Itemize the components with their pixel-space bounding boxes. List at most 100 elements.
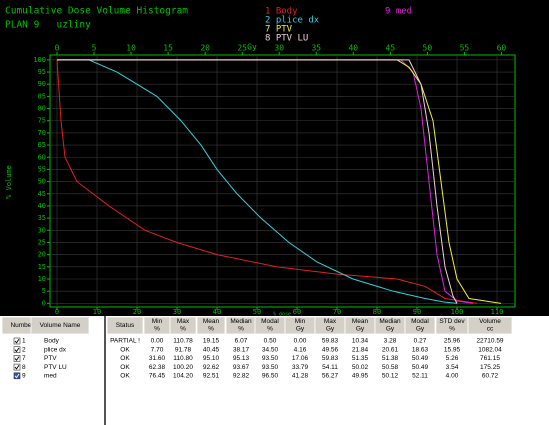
table-cell: 0.00: [151, 338, 164, 345]
checkmark: [14, 373, 20, 379]
x-axis-label: % dose: [273, 312, 291, 318]
table-cell: 110.80: [173, 355, 193, 362]
table-cell: 3.54: [446, 364, 459, 371]
table-cell: 104.20: [173, 373, 193, 380]
column-header: Gy: [386, 326, 395, 333]
column-header: Modal: [411, 318, 429, 325]
y-tick-label: 0: [42, 299, 46, 307]
header-cell: [169, 316, 197, 335]
x-tick-label: 80: [373, 308, 381, 316]
x2-tick-label: 60: [497, 44, 507, 53]
table-cell: 100.20: [173, 364, 193, 371]
y-tick-label: 75: [38, 117, 46, 125]
header-cell: [106, 316, 144, 335]
table-cell: 54.11: [322, 364, 338, 371]
y-tick-label: 80: [38, 105, 46, 113]
y-tick-label: 50: [38, 178, 46, 186]
table-cell: 1082.04: [478, 346, 502, 353]
table-cell: 95.13: [233, 355, 250, 362]
table-cell: 110.78: [173, 338, 193, 345]
table-cell: 15.95: [444, 346, 461, 353]
table-cell: 51.35: [352, 355, 369, 362]
plot-background: [0, 0, 549, 316]
x-tick-label: 20: [133, 308, 141, 316]
table-cell: 93.50: [262, 364, 279, 371]
table-cell: OK: [120, 373, 130, 380]
x2-tick-label: 20: [200, 44, 210, 53]
x2-tick-label: 45: [386, 44, 396, 53]
table-cell: 59.83: [322, 355, 339, 362]
column-header: Mean: [352, 318, 369, 325]
x2-tick-label: 10: [126, 44, 136, 53]
table-cell: 52.11: [412, 373, 428, 380]
checkmark: [14, 338, 20, 344]
y-tick-label: 95: [38, 68, 46, 76]
column-header: Min: [152, 318, 163, 325]
row-label: 8: [22, 364, 26, 371]
dvh-curve: [57, 59, 458, 304]
table-cell: 34.50: [262, 346, 279, 353]
x2-tick-label: 5: [92, 44, 97, 53]
y-tick-label: 25: [38, 238, 46, 246]
y-tick-label: 10: [38, 275, 46, 283]
row-label: 2: [22, 346, 26, 353]
table-cell: 0.50: [264, 338, 277, 345]
dvh-curve: [57, 59, 458, 304]
legend-entry: 2 plice dx: [265, 16, 320, 26]
column-header: %: [267, 326, 273, 333]
row-label: med: [44, 373, 57, 380]
table-cell: 175.25: [480, 364, 500, 371]
gy-axis-label: Gy: [247, 43, 257, 52]
row-label: plice dx: [44, 346, 67, 353]
x-tick-label: 110: [491, 308, 504, 316]
x-tick-label: 70: [333, 308, 341, 316]
checkbox: [13, 363, 21, 371]
table-cell: 50.49: [412, 364, 429, 371]
table-cell: 19.15: [203, 338, 220, 345]
header-cell: [467, 316, 513, 335]
row-label: PTV LU: [44, 364, 67, 371]
column-header: Median: [230, 318, 252, 325]
table-cell: 76.45: [149, 373, 166, 380]
x2-tick-label: 35: [311, 44, 321, 53]
row-label: 9: [22, 373, 26, 380]
table-cell: 49.56: [322, 346, 339, 353]
table-cell: 51.38: [382, 355, 399, 362]
plan-label: PLAN 9 uzliny: [5, 20, 91, 31]
column-header: Max: [324, 318, 337, 325]
checkbox: [13, 355, 21, 362]
table-cell: 95.10: [203, 355, 220, 362]
table-cell: 761.15: [480, 355, 500, 362]
column-header: Median: [379, 318, 401, 325]
column-header: Volume: [479, 318, 501, 325]
dvh-curve: [57, 59, 502, 304]
table-cell: 41.28: [292, 373, 309, 380]
legend-entry: 1 Body: [265, 7, 298, 17]
table-cell: 6.07: [235, 338, 248, 345]
column-header: Min: [295, 318, 306, 325]
x-tick-label: 0: [55, 308, 59, 316]
chart-title: Cumulative Dose Volume Histogram: [5, 6, 188, 17]
column-header: %: [154, 326, 160, 333]
table-cell: 22710.59: [476, 338, 503, 345]
column-header: Volume Name: [40, 322, 81, 329]
checkbox: [13, 346, 21, 354]
column-header: Max: [177, 318, 190, 325]
checkmark: [14, 347, 20, 353]
y-tick-label: 15: [38, 263, 46, 271]
y-tick-label: 5: [42, 287, 46, 295]
legend-entry: 7 PTV: [265, 25, 293, 35]
table-cell: 21.84: [352, 346, 369, 353]
y-tick-label: 55: [38, 165, 46, 173]
table-cell: 96.50: [262, 373, 279, 380]
table-cell: 93.67: [233, 364, 250, 371]
table-cell: 50.02: [352, 364, 369, 371]
table-cell: 3.28: [384, 338, 397, 345]
table-cell: 0.00: [294, 338, 307, 345]
table-cell: 0.27: [414, 338, 427, 345]
y-tick-label: 65: [38, 141, 46, 149]
dvh-curve: [56, 59, 478, 304]
column-header: %: [238, 326, 244, 333]
table-cell: OK: [120, 355, 130, 362]
